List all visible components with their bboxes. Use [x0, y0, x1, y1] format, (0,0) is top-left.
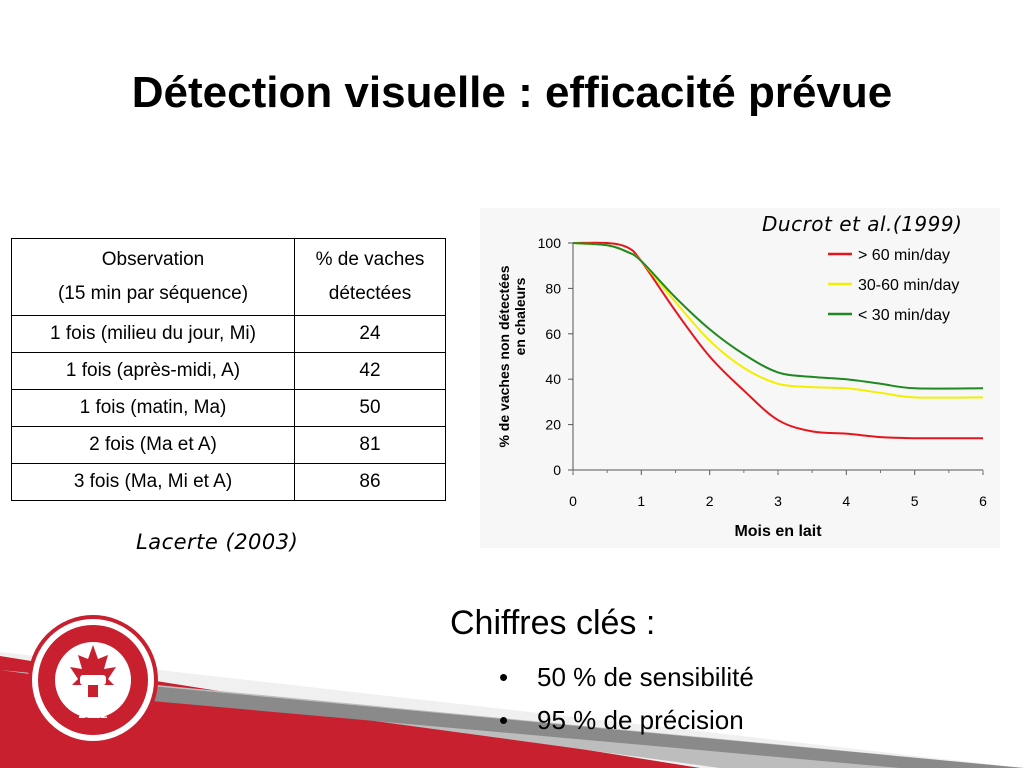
x-tick-label: 3 — [774, 493, 782, 509]
x-tick-label: 5 — [911, 493, 919, 509]
gray-band-light — [0, 670, 1024, 768]
header-percent-line2: détectées — [328, 283, 412, 304]
y-axis-label-line1: % de vaches non détectées — [496, 265, 512, 447]
row-value: 50 — [294, 389, 446, 427]
credit-lacerte: Lacerte (2003) — [136, 530, 299, 554]
x-tick-label: 6 — [979, 493, 987, 509]
credit-ducrot: Ducrot et al.(1999) — [762, 212, 963, 236]
y-axis-label-line2: en chaleurs — [512, 277, 528, 355]
key-figures-heading: Chiffres clés : — [450, 604, 656, 642]
heat-detection-chart: 0 20 40 60 80 100 0 1 2 3 4 5 6 Mois en lait % de vach… — [496, 235, 987, 540]
legend-label: > 60 min/day — [858, 247, 950, 264]
row-label: 1 fois (milieu du jour, Mi) — [11, 315, 295, 353]
y-tick-label: 20 — [545, 417, 561, 433]
table-row: 1 fois (après-midi, A) 42 — [11, 352, 446, 390]
header-observation: Observation (15 min par séquence) — [11, 238, 295, 316]
x-tick-label: 1 — [637, 493, 645, 509]
x-tick-label: 4 — [842, 493, 850, 509]
list-item: • 95 % de précision — [495, 705, 754, 736]
header-percent-line1: % de vaches — [315, 249, 425, 270]
row-label: 1 fois (après-midi, A) — [11, 352, 295, 390]
x-axis-label: Mois en lait — [734, 523, 822, 540]
row-value: 81 — [294, 426, 446, 464]
y-tick-label: 40 — [545, 371, 561, 387]
table-row: 1 fois (milieu du jour, Mi) 24 — [11, 315, 446, 353]
row-value: 24 — [294, 315, 446, 353]
conference-logo: 2012 — [28, 615, 158, 745]
header-observation-line1: Observation — [101, 249, 205, 270]
table-row: 1 fois (matin, Ma) 50 — [11, 389, 446, 427]
row-value: 42 — [294, 352, 446, 390]
y-tick-label: 100 — [538, 235, 562, 251]
observation-table: Observation (15 min par séquence) % de v… — [11, 238, 446, 501]
series-line — [572, 242, 984, 390]
page-title: Détection visuelle : efficacité prévue — [131, 68, 893, 117]
x-tick-label: 0 — [569, 493, 577, 509]
bullet-icon: • — [499, 705, 509, 735]
y-tick-label: 0 — [553, 462, 561, 478]
row-label: 3 fois (Ma, Mi et A) — [11, 463, 295, 501]
x-tick-label: 2 — [706, 493, 714, 509]
y-tick-label: 80 — [545, 280, 561, 296]
row-value: 86 — [294, 463, 446, 501]
decorative-bands — [0, 652, 1024, 768]
table-row: 3 fois (Ma, Mi et A) 86 — [11, 463, 446, 501]
y-tick-label: 60 — [545, 326, 561, 342]
list-item: • 50 % de sensibilité — [495, 662, 754, 693]
chart-panel — [480, 208, 1000, 548]
key-figure-text: 50 % de sensibilité — [537, 662, 754, 692]
table-header-row: Observation (15 min par séquence) % de v… — [11, 238, 446, 316]
legend-label: < 30 min/day — [858, 307, 950, 324]
row-label: 1 fois (matin, Ma) — [11, 389, 295, 427]
header-observation-line2: (15 min par séquence) — [57, 283, 249, 304]
series-line — [572, 241, 984, 440]
key-figure-text: 95 % de précision — [537, 705, 744, 735]
header-percent: % de vaches détectées — [294, 238, 446, 316]
bullet-icon: • — [499, 662, 509, 692]
gray-band-dark — [140, 685, 1024, 768]
logo-year: 2012 — [79, 706, 108, 721]
legend-label: 30-60 min/day — [858, 277, 959, 294]
row-label: 2 fois (Ma et A) — [11, 426, 295, 464]
key-figures-list: • 50 % de sensibilité • 95 % de précision — [495, 662, 754, 748]
cow-icon — [80, 675, 106, 685]
table-row: 2 fois (Ma et A) 81 — [11, 426, 446, 464]
